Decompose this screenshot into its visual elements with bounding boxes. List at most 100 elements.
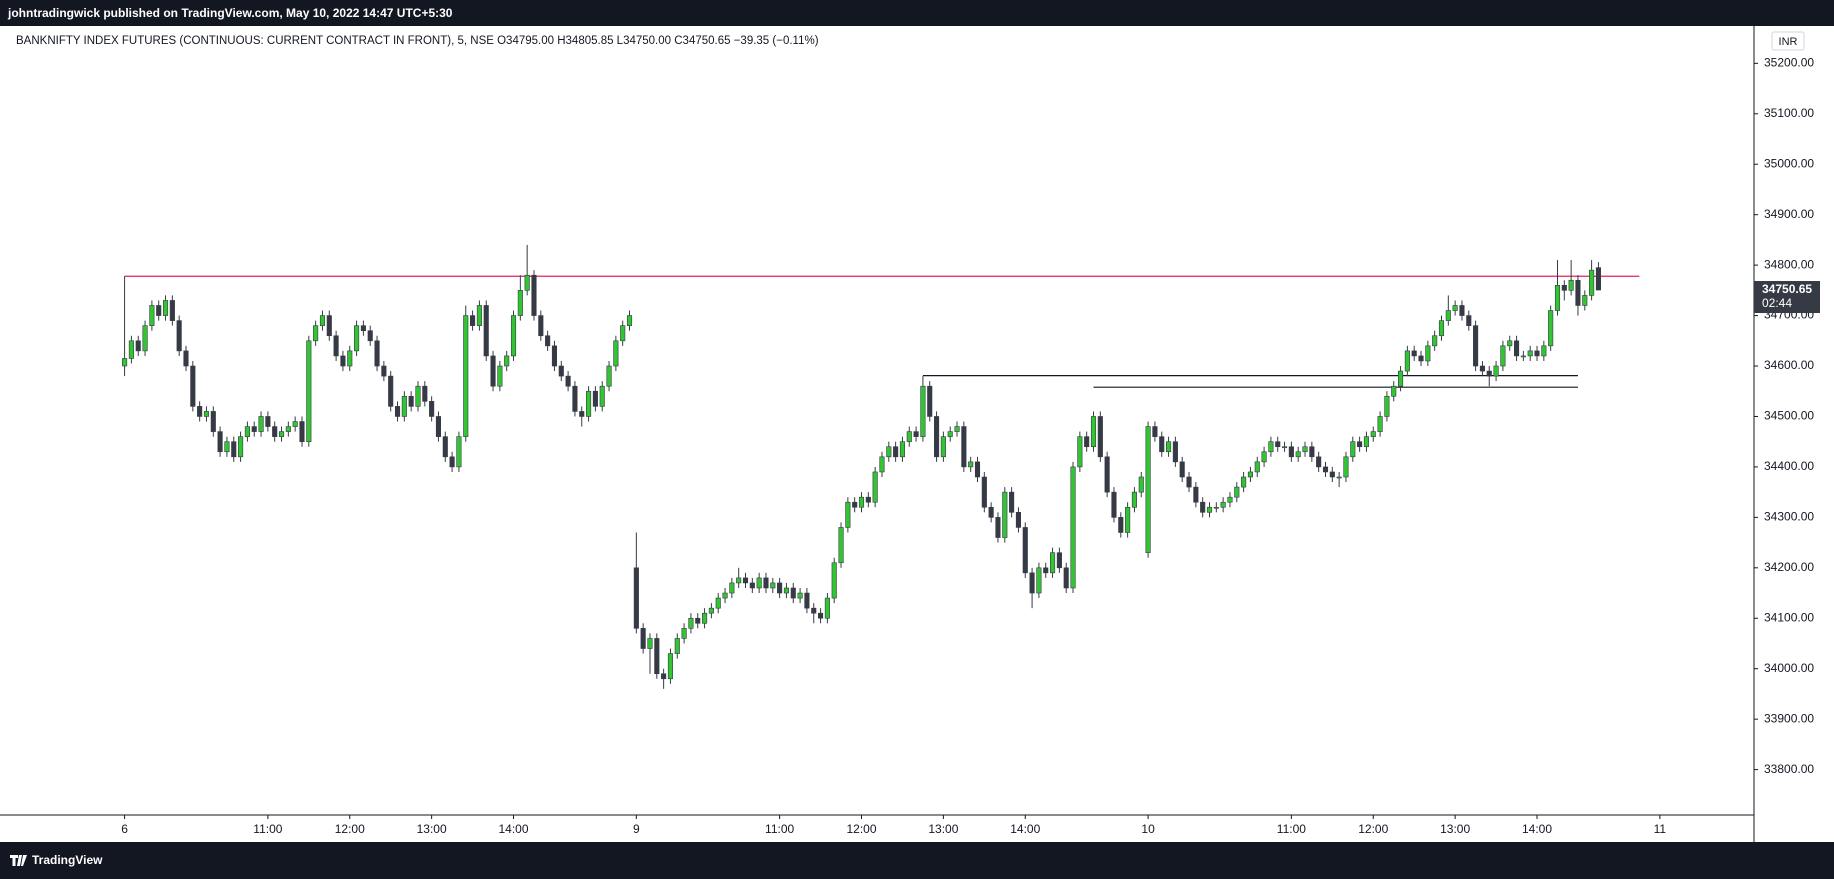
footer-bar xyxy=(0,842,1834,879)
candle-body xyxy=(715,597,721,609)
candle-body xyxy=(360,325,366,332)
candle-body xyxy=(934,416,940,458)
candle-body xyxy=(1084,436,1090,448)
footer-logo xyxy=(10,855,27,866)
candle-body xyxy=(777,582,783,594)
candle-body xyxy=(1186,476,1192,488)
candle-body xyxy=(920,385,926,437)
candle-body xyxy=(1056,552,1062,569)
candle-body xyxy=(292,421,298,427)
candle-body xyxy=(258,416,264,432)
y-tick-label: 34300.00 xyxy=(1764,510,1814,524)
candle-body xyxy=(1589,269,1595,296)
candle-body xyxy=(197,406,203,417)
chart-title: BANKNIFTY INDEX FUTURES (CONTINUOUS: CUR… xyxy=(16,35,819,47)
candle-body xyxy=(442,436,448,458)
candle-body xyxy=(388,375,394,407)
candle-body xyxy=(702,612,708,624)
candle-body xyxy=(695,617,701,624)
x-tick-label: 11:00 xyxy=(253,822,282,836)
candle-body xyxy=(1159,436,1165,453)
candle-body xyxy=(1090,416,1097,448)
candle-body xyxy=(640,628,646,649)
candle-body xyxy=(1438,320,1445,337)
candle-body xyxy=(633,567,639,629)
candle-body xyxy=(476,305,482,326)
candle-body xyxy=(422,385,428,402)
candle-body xyxy=(265,416,271,427)
candle-body xyxy=(1582,295,1588,306)
candle-body xyxy=(558,365,564,377)
candle-body xyxy=(176,320,182,352)
candle-body xyxy=(169,300,175,321)
candle-body xyxy=(1466,315,1472,326)
candle-body xyxy=(667,653,674,680)
candle-body xyxy=(1254,461,1260,473)
y-tick-label: 35200.00 xyxy=(1764,56,1814,70)
candle-body xyxy=(1513,340,1520,357)
x-tick-label: 6 xyxy=(121,822,128,836)
last-price-box xyxy=(1754,281,1820,314)
candle-body xyxy=(790,587,796,599)
candle-body xyxy=(1561,285,1567,291)
candle-body xyxy=(1534,350,1540,357)
candle-body xyxy=(1370,431,1376,437)
candle-body xyxy=(238,436,244,458)
candle-body xyxy=(1391,385,1397,397)
candle-body xyxy=(1022,527,1028,574)
candle-body xyxy=(1015,512,1021,528)
candle-body xyxy=(838,527,844,564)
candle-body xyxy=(319,315,326,326)
candle-body xyxy=(408,395,414,407)
candle-body xyxy=(565,375,571,387)
candle-body xyxy=(586,390,592,417)
currency-box xyxy=(1771,31,1805,51)
candle-body xyxy=(517,290,523,316)
candle-body xyxy=(394,406,401,417)
candle-body xyxy=(1043,567,1049,574)
candle-body xyxy=(742,577,749,584)
y-tick-label: 34800.00 xyxy=(1764,257,1814,271)
y-tick-label: 34000.00 xyxy=(1764,661,1814,675)
candle-body xyxy=(592,390,598,407)
candle-body xyxy=(183,350,189,367)
candle-body xyxy=(490,355,496,387)
candle-body xyxy=(1104,456,1110,493)
candle-body xyxy=(770,582,776,589)
candle-body xyxy=(1166,441,1172,453)
candle-body xyxy=(606,365,612,387)
candle-body xyxy=(1050,552,1056,574)
x-tick-label: 9 xyxy=(633,822,640,836)
candle-body xyxy=(340,355,346,367)
candle-body xyxy=(974,461,981,478)
candle-body xyxy=(313,325,319,342)
candle-body xyxy=(381,365,387,377)
y-tick-label: 34600.00 xyxy=(1764,358,1814,372)
candle-body xyxy=(1404,350,1410,372)
candle-body xyxy=(1397,370,1404,387)
candle-body xyxy=(374,340,380,367)
candle-body xyxy=(886,446,892,458)
y-tick-label: 34100.00 xyxy=(1764,610,1814,624)
candle-body xyxy=(1282,446,1288,449)
candle-body xyxy=(538,315,544,337)
candle-body xyxy=(456,436,462,468)
candle-body xyxy=(1295,451,1301,458)
candle-body xyxy=(1036,567,1042,594)
candle-body xyxy=(1125,506,1131,533)
candle-body xyxy=(1097,416,1103,458)
candle-body xyxy=(470,315,476,326)
x-tick-label: 12:00 xyxy=(846,822,876,836)
x-tick-label: 11 xyxy=(1654,822,1667,836)
candle-body xyxy=(1193,486,1199,503)
candle-body xyxy=(1063,567,1069,589)
candle-body xyxy=(272,426,278,437)
candle-body xyxy=(1500,345,1506,367)
candle-body xyxy=(142,325,148,352)
candle-body xyxy=(1070,466,1076,589)
candle-body xyxy=(736,577,742,584)
candle-body xyxy=(681,628,687,639)
candle-body xyxy=(1479,365,1485,372)
candle-body xyxy=(783,587,790,594)
